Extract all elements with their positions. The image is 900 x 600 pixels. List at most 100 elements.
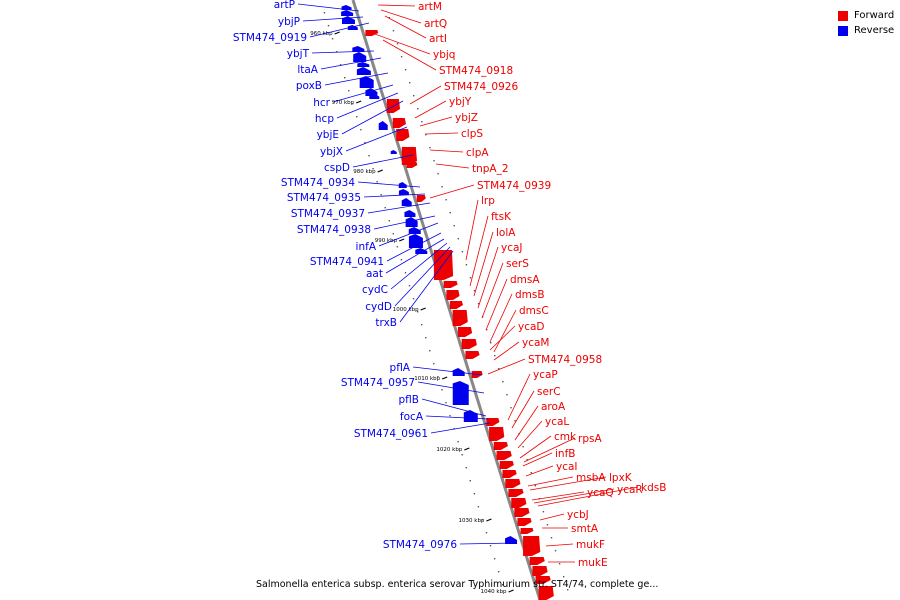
scale-tick [508,589,514,593]
reverse-gene-label: ybjE [317,129,339,141]
forward-gene-label: mukE [578,557,608,569]
reverse-leader-line [385,238,445,274]
reverse-gene-label: STM474_0934 [281,177,355,189]
scale-dot [384,207,386,209]
scale-dot [343,77,346,79]
reverse-leader-line [297,3,360,12]
scale-dot [473,290,476,292]
reverse-leader-line [341,100,404,135]
scale-dot [445,402,447,404]
forward-gene-block [461,339,477,349]
scale-dot [449,415,451,417]
scale-dot [420,324,423,326]
forward-gene-label: aroA [541,401,566,413]
scale-tick [355,100,362,104]
reverse-gene-block [356,67,371,75]
reverse-leader-line [425,415,489,420]
reverse-gene-label: ybjP [278,16,300,28]
scale-dot [522,446,524,448]
forward-leader-line [489,325,516,351]
forward-leader-line [429,149,464,153]
forward-gene-block [502,470,517,478]
reverse-gene-label: cydC [362,284,388,296]
forward-leader-line [429,184,475,199]
reverse-gene-block [505,536,518,544]
forward-gene-block [523,536,541,556]
scale-dot [413,95,415,97]
scale-tick-label: 1020 kbp [436,447,462,453]
scale-tick-label: 990 kbp [375,238,398,244]
forward-leader-line [409,85,442,105]
forward-gene-block [406,162,418,168]
forward-gene-block [486,418,500,426]
reverse-gene-block [369,94,380,99]
scale-tick [334,31,340,35]
forward-leader-line [481,262,504,319]
scale-dot [400,56,403,58]
reverse-gene-label: ltaA [297,64,318,76]
forward-gene-label: dmsC [519,305,549,317]
forward-leader-line [469,215,489,287]
forward-leader-line [517,420,543,449]
reverse-gene-block [415,248,428,254]
forward-leader-line [533,488,615,504]
reverse-gene-block [341,16,355,24]
scale-dot [477,303,480,305]
scale-dot [404,272,407,274]
scale-dot [554,550,557,552]
forward-leader-line [539,513,565,521]
scale-dot [376,181,378,183]
scale-dot [469,277,472,279]
reverse-gene-block [359,76,374,88]
forward-gene-block [496,451,512,460]
forward-gene-label: ycaL [545,416,569,428]
forward-leader-line [519,435,552,459]
forward-swatch [838,10,848,21]
reverse-gene-label: STM474_0941 [310,256,384,268]
legend-reverse-label: Reverse [854,25,895,36]
reverse-leader-line [412,366,483,376]
reverse-gene-label: STM474_0961 [354,428,428,440]
forward-gene-label: STM474_0958 [528,354,602,366]
scale-dot [502,584,504,586]
forward-gene-block [535,576,551,584]
scale-dot [514,420,516,422]
forward-gene-block [499,461,514,469]
scale-dot [356,116,358,118]
forward-gene-label: artI [429,33,447,45]
reverse-leader-line [363,193,426,198]
forward-leader-line [493,341,520,361]
scale-dot [331,38,334,40]
forward-gene-block [517,518,532,526]
forward-gene-label: tnpA_2 [472,163,509,175]
scale-tick [464,447,470,451]
scale-dot [465,264,468,266]
scale-dot [489,545,492,547]
scale-dot [437,173,439,175]
forward-gene-block [443,281,458,288]
forward-gene-label: lpxK [609,472,633,484]
forward-gene-block [520,528,534,534]
scale-dot [567,589,569,591]
reverse-gene-block [398,189,409,195]
forward-leader-line [380,9,422,24]
scale-dot [457,238,460,240]
scale-dot [441,186,443,188]
scale-dot [417,108,419,110]
scale-dot [416,311,419,313]
forward-gene-block [508,489,524,497]
reverse-gene-block [357,62,370,67]
forward-gene-label: kdsB [641,482,666,494]
scale-dot [562,576,565,578]
scale-dot [469,480,471,482]
scale-dot [485,532,488,534]
reverse-leader-line [345,126,408,152]
forward-gene-label: ybjZ [455,112,478,124]
forward-gene-block [538,586,554,600]
reverse-leader-line [309,22,370,38]
reverse-gene-label: trxB [375,317,397,329]
scale-dot [494,355,496,357]
forward-gene-label: STM474_0918 [439,65,513,77]
reverse-gene-label: pflB [399,394,419,406]
scale-dot [433,160,435,162]
